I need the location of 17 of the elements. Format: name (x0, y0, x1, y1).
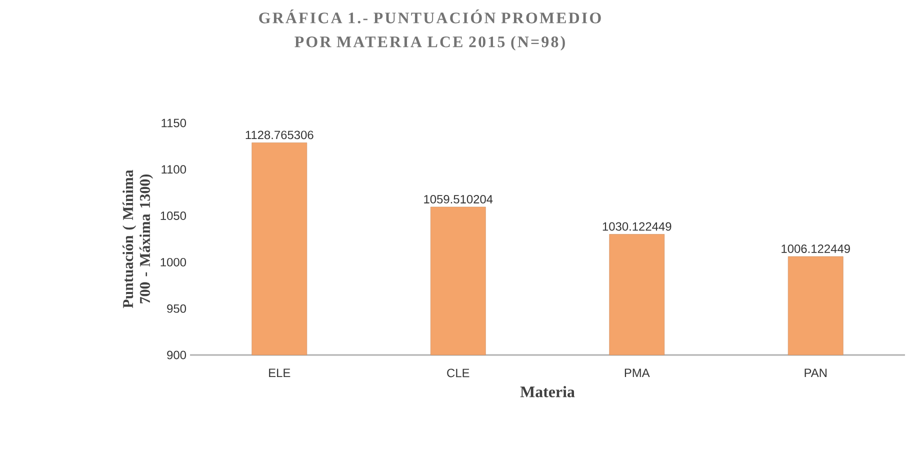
chart-title: GRÁFICA 1.- PUNTUACIÓN PROMEDIO POR MATERIA LCE 2015 (N=98) (259, 10, 601, 50)
y-axis-title: Puntuación ( Mínima 700 - Máxima 1300) (122, 170, 154, 308)
x-tick-label: PAN (804, 368, 826, 377)
x-tick-label: CLE (447, 368, 470, 378)
data-label: 1030.122449 (602, 222, 672, 231)
y-tick-label: 1150 (162, 118, 186, 128)
y-tick-label: 1000 (160, 258, 186, 266)
y-tick-label: 950 (167, 304, 186, 313)
data-label: 1059.510204 (424, 194, 493, 204)
x-tick-label: PMA (624, 368, 650, 377)
y-tick-label: 1050 (160, 212, 186, 220)
data-label: 1128.765306 (246, 130, 314, 140)
x-axis-title: Materia (520, 386, 575, 398)
data-label: 1006.122449 (782, 244, 850, 253)
y-tick-label: 1100 (162, 165, 186, 174)
y-tick-label: 900 (167, 350, 186, 360)
x-tick-label: ELE (269, 368, 290, 377)
